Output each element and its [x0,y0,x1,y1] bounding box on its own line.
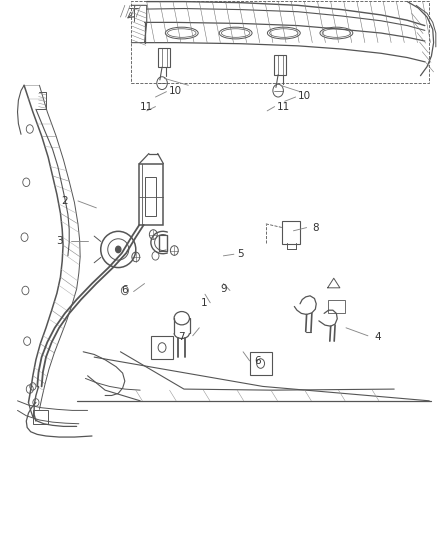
Text: 10: 10 [298,91,311,101]
Text: 8: 8 [312,223,319,233]
Text: 1: 1 [200,298,207,308]
Text: 4: 4 [374,332,381,342]
Text: 6: 6 [121,286,128,295]
Text: 11: 11 [277,102,290,111]
Text: 3: 3 [56,236,63,246]
Circle shape [116,246,121,253]
Text: 6: 6 [254,356,261,366]
Text: 7: 7 [178,332,185,342]
Text: 2: 2 [61,196,68,206]
Text: 9: 9 [220,285,227,294]
Text: 11: 11 [140,102,153,111]
Text: 10: 10 [169,86,182,95]
Text: 5: 5 [237,249,244,259]
